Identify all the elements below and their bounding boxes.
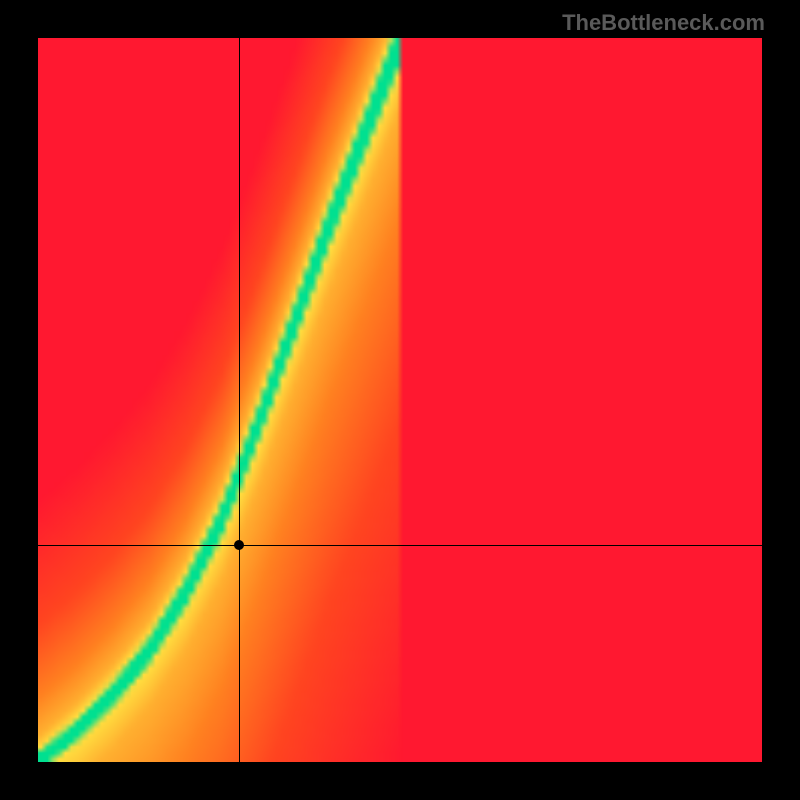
crosshair-vertical bbox=[239, 38, 240, 762]
heatmap-canvas bbox=[38, 38, 762, 762]
watermark-text: TheBottleneck.com bbox=[562, 10, 765, 36]
heatmap-plot bbox=[38, 38, 762, 762]
marker-point bbox=[234, 540, 244, 550]
crosshair-horizontal bbox=[38, 545, 762, 546]
